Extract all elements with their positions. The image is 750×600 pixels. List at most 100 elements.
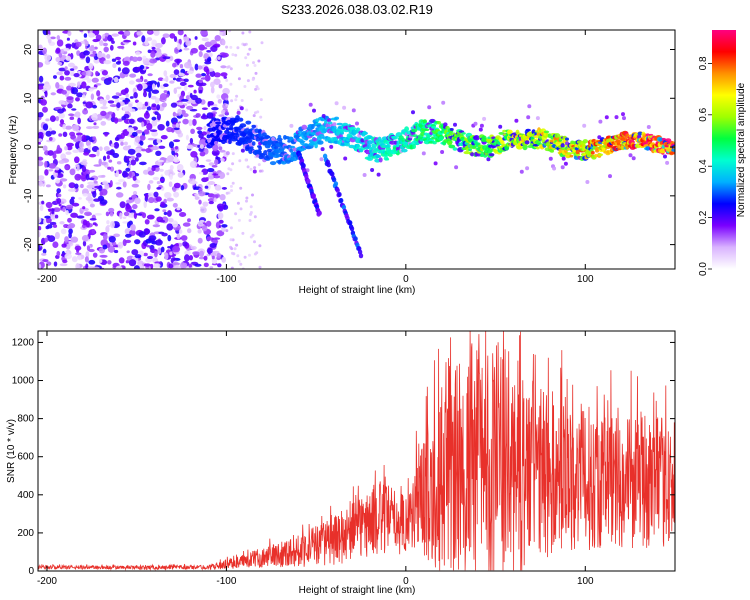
heatmap-cell — [102, 33, 106, 39]
heatmap-cell — [44, 169, 49, 176]
heatmap-cell — [107, 245, 116, 253]
heatmap-cell — [38, 180, 43, 187]
heatmap-cell — [548, 156, 553, 161]
heatmap-cell — [41, 252, 47, 256]
heatmap-cell — [169, 251, 173, 256]
heatmap-cell — [205, 159, 212, 162]
heatmap-cell — [195, 113, 201, 118]
heatmap-cell — [410, 128, 418, 133]
heatmap-cell — [257, 163, 261, 167]
heatmap-cell — [212, 173, 219, 176]
heatmap-cell — [245, 120, 252, 125]
heatmap-cell — [93, 198, 101, 202]
heatmap-cell — [115, 61, 121, 65]
heatmap-cell — [85, 212, 92, 216]
heatmap-cell — [143, 111, 150, 119]
heatmap-cell — [189, 108, 198, 112]
heatmap-cell — [253, 215, 257, 219]
heatmap-cell — [543, 130, 550, 134]
heatmap-cell — [153, 191, 159, 198]
heatmap-cell — [95, 34, 102, 41]
heatmap-cell — [38, 75, 44, 83]
heatmap-cell — [128, 197, 133, 200]
heatmap-cell — [186, 70, 194, 75]
heatmap-cell — [180, 185, 185, 191]
heatmap-cell — [132, 175, 137, 181]
heatmap-cell — [560, 143, 565, 148]
heatmap-cell — [355, 127, 361, 132]
heatmap-cell — [166, 210, 172, 217]
heatmap-cell — [254, 71, 258, 75]
heatmap-cell — [168, 181, 173, 188]
heatmap-cell — [108, 159, 113, 163]
heatmap-cell — [105, 225, 110, 233]
heatmap-cell — [234, 53, 238, 57]
heatmap-cell — [172, 77, 177, 81]
heatmap-cell — [48, 208, 52, 212]
spectrogram-x-axis-label: Height of straight line (km) — [299, 285, 416, 296]
heatmap-cell — [71, 87, 79, 95]
x-tick-label: 100 — [577, 576, 594, 587]
heatmap-cell — [205, 220, 212, 227]
heatmap-cell — [210, 86, 215, 94]
heatmap-cell — [353, 236, 358, 242]
heatmap-cell — [142, 55, 147, 60]
heatmap-cell — [151, 103, 157, 108]
heatmap-cell — [106, 154, 110, 160]
heatmap-cell — [378, 157, 383, 163]
heatmap-cell — [473, 135, 480, 141]
heatmap-cell — [258, 169, 262, 173]
heatmap-cell — [44, 215, 51, 219]
heatmap-cell — [151, 146, 160, 151]
heatmap-cell — [89, 203, 95, 208]
heatmap-cell — [217, 263, 222, 268]
heatmap-cell — [225, 151, 230, 156]
heatmap-cell — [183, 254, 190, 262]
heatmap-cell — [86, 126, 94, 130]
heatmap-cell — [239, 262, 243, 266]
heatmap-cell — [75, 41, 82, 48]
heatmap-cell — [82, 193, 89, 197]
heatmap-cell — [200, 114, 209, 120]
heatmap-cell — [56, 39, 64, 47]
heatmap-cell — [73, 156, 80, 164]
heatmap-cell — [128, 118, 135, 124]
heatmap-cell — [253, 64, 257, 67]
heatmap-cell — [628, 153, 633, 158]
heatmap-cell — [147, 255, 153, 260]
spectrogram-frame — [37, 29, 676, 270]
heatmap-cell — [357, 249, 363, 255]
heatmap-cell — [41, 200, 45, 205]
heatmap-cell — [50, 36, 56, 40]
heatmap-cell — [128, 220, 133, 226]
heatmap-cell — [56, 144, 61, 153]
heatmap-cell — [156, 113, 161, 121]
heatmap-cell — [525, 128, 531, 132]
heatmap-cell — [136, 83, 143, 91]
heatmap-cell — [44, 161, 48, 168]
heatmap-cell — [349, 126, 357, 131]
y-tick-label: 10 — [23, 92, 34, 104]
heatmap-cell — [108, 207, 115, 213]
heatmap-cell — [104, 133, 108, 137]
y-tick-label: 400 — [17, 490, 34, 501]
heatmap-cell — [376, 154, 382, 158]
heatmap-cell — [301, 124, 308, 130]
heatmap-cell — [152, 176, 160, 181]
heatmap-cell — [45, 118, 50, 122]
heatmap-cell — [118, 257, 125, 264]
heatmap-cell — [136, 101, 143, 109]
heatmap-cell — [107, 100, 115, 104]
heatmap-cell — [164, 191, 172, 199]
heatmap-cell — [246, 138, 253, 144]
x-tick-label: -200 — [37, 274, 57, 285]
heatmap-cell — [200, 46, 208, 50]
heatmap-cell — [388, 153, 393, 157]
heatmap-cell — [235, 94, 239, 98]
heatmap-cell — [170, 102, 178, 108]
heatmap-cell — [172, 262, 180, 266]
heatmap-cell — [204, 41, 212, 48]
heatmap-cell — [248, 30, 252, 34]
heatmap-cell — [447, 140, 453, 146]
heatmap-cell — [66, 85, 72, 91]
